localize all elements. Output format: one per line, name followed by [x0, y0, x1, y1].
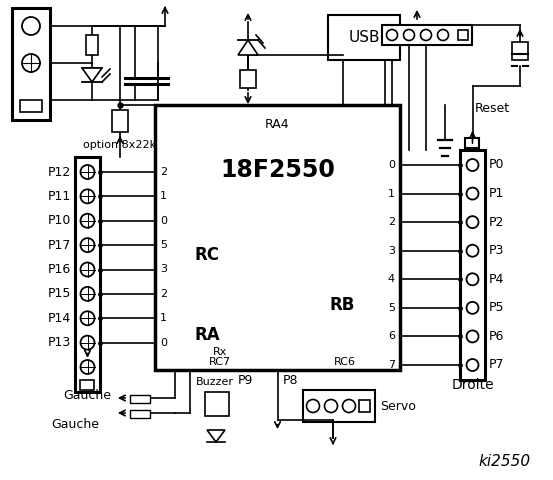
Text: RC6: RC6	[334, 357, 356, 367]
Bar	[465, 138, 479, 148]
Text: Rx: Rx	[213, 347, 227, 357]
Bar	[359, 400, 370, 412]
Text: 0: 0	[160, 337, 167, 348]
Text: P16: P16	[48, 263, 71, 276]
Text: Buzzer: Buzzer	[196, 377, 234, 387]
Polygon shape	[207, 430, 225, 442]
Text: Servo: Servo	[380, 399, 416, 412]
Text: 5: 5	[160, 240, 167, 250]
Bar	[130, 410, 150, 418]
Text: 0: 0	[160, 216, 167, 226]
Text: RB: RB	[330, 296, 355, 314]
Bar	[12, 8, 50, 120]
Text: P3: P3	[489, 244, 504, 257]
Text: 2: 2	[388, 217, 395, 227]
Text: 5: 5	[388, 303, 395, 313]
Text: P6: P6	[489, 330, 504, 343]
Text: P0: P0	[489, 158, 504, 171]
Text: 18F2550: 18F2550	[220, 158, 335, 182]
Text: RC: RC	[195, 246, 220, 264]
Bar	[382, 25, 472, 45]
Bar	[458, 30, 468, 40]
Text: P8: P8	[282, 373, 298, 386]
Bar	[112, 110, 128, 132]
Bar	[240, 70, 256, 88]
Text: P5: P5	[489, 301, 504, 314]
Text: Reset: Reset	[475, 101, 510, 115]
Text: option 8x22k: option 8x22k	[84, 140, 156, 150]
Text: 1: 1	[160, 192, 167, 202]
Text: 6: 6	[388, 331, 395, 341]
Bar	[80, 380, 94, 390]
Text: 0: 0	[388, 160, 395, 170]
Text: P2: P2	[489, 216, 504, 228]
Text: P14: P14	[48, 312, 71, 325]
Text: Gauche: Gauche	[51, 419, 99, 432]
Text: 1: 1	[160, 313, 167, 323]
Text: P11: P11	[48, 190, 71, 203]
Bar	[75, 157, 100, 392]
Text: P15: P15	[48, 288, 71, 300]
Text: P1: P1	[489, 187, 504, 200]
Text: P4: P4	[489, 273, 504, 286]
Text: 3: 3	[388, 246, 395, 256]
Bar	[512, 42, 528, 60]
Bar	[155, 105, 400, 370]
Bar	[20, 100, 42, 112]
Text: P10: P10	[48, 214, 71, 227]
Text: 2: 2	[160, 167, 167, 177]
Text: Droite: Droite	[451, 378, 494, 392]
Polygon shape	[238, 40, 258, 55]
Text: P13: P13	[48, 336, 71, 349]
Bar	[460, 150, 485, 380]
Text: 2: 2	[160, 289, 167, 299]
Text: Gauche: Gauche	[64, 389, 112, 402]
Text: RC7: RC7	[209, 357, 231, 367]
Bar	[205, 392, 229, 416]
Text: 1: 1	[388, 189, 395, 199]
Bar	[328, 15, 400, 60]
Bar	[130, 395, 150, 403]
Text: P12: P12	[48, 166, 71, 179]
Text: ki2550: ki2550	[479, 455, 531, 469]
Text: P7: P7	[489, 359, 504, 372]
Text: 4: 4	[388, 274, 395, 284]
Text: P9: P9	[237, 373, 253, 386]
Text: USB: USB	[348, 30, 380, 45]
Text: 3: 3	[160, 264, 167, 275]
Text: RA4: RA4	[265, 119, 290, 132]
Text: 7: 7	[388, 360, 395, 370]
Bar	[303, 390, 375, 422]
Bar	[86, 35, 98, 55]
Text: P17: P17	[48, 239, 71, 252]
Polygon shape	[82, 68, 102, 82]
Text: RA: RA	[195, 326, 221, 344]
